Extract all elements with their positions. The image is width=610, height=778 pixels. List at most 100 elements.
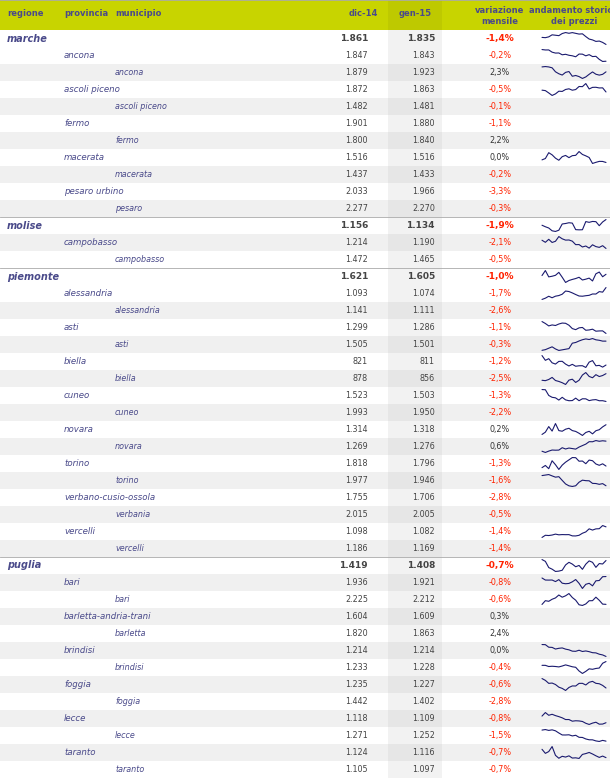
Bar [0,693,610,710]
Bar [0,98,610,115]
Text: -1,4%: -1,4% [486,34,514,43]
Text: 1.516: 1.516 [412,153,435,162]
Bar [0,81,610,98]
Bar [0,523,610,540]
Bar [0,64,610,81]
Text: 1.481: 1.481 [412,102,435,111]
Text: -1,1%: -1,1% [489,119,512,128]
Bar [388,64,442,81]
Bar [388,404,442,421]
Text: novara: novara [115,442,143,451]
Text: -0,7%: -0,7% [486,561,514,570]
Text: 1.318: 1.318 [412,425,435,434]
Bar [0,421,610,438]
Text: -1,4%: -1,4% [489,544,512,553]
Text: foggia: foggia [115,697,140,706]
Text: 1.156: 1.156 [340,221,368,230]
Text: 1.235: 1.235 [345,680,368,689]
Text: verbano-cusio-ossola: verbano-cusio-ossola [64,493,155,502]
Text: ancona: ancona [64,51,96,60]
Bar [388,387,442,404]
Text: 1.800: 1.800 [345,136,368,145]
Bar [388,608,442,625]
Text: bari: bari [64,578,81,587]
Text: -0,6%: -0,6% [489,595,512,604]
Text: 1.276: 1.276 [412,442,435,451]
Text: 1.233: 1.233 [345,663,368,672]
Text: piemonte: piemonte [7,272,59,282]
Bar [388,438,442,455]
Text: 2.212: 2.212 [412,595,435,604]
Text: 0,0%: 0,0% [490,646,510,655]
Text: 856: 856 [420,374,435,383]
Bar [388,302,442,319]
Text: lecce: lecce [64,714,87,723]
Text: 1.116: 1.116 [412,748,435,757]
Text: -0,4%: -0,4% [489,663,512,672]
Text: 1.482: 1.482 [345,102,368,111]
Text: fermo: fermo [64,119,90,128]
Text: 1.134: 1.134 [406,221,435,230]
Text: 821: 821 [353,357,368,366]
Text: 1.442: 1.442 [345,697,368,706]
Text: marche: marche [7,33,48,44]
Text: 0,3%: 0,3% [490,612,510,621]
Bar [0,47,610,64]
Bar [388,642,442,659]
Bar [0,438,610,455]
Bar [0,183,610,200]
Bar [0,676,610,693]
Bar [388,115,442,132]
Text: -1,1%: -1,1% [489,323,512,332]
Bar [0,200,610,217]
Text: asti: asti [115,340,129,349]
Text: -2,1%: -2,1% [489,238,512,247]
Bar [388,268,442,285]
Text: -0,5%: -0,5% [489,510,512,519]
Bar [388,166,442,183]
Bar [0,217,610,234]
Text: -1,7%: -1,7% [489,289,512,298]
Text: 1.124: 1.124 [345,748,368,757]
Text: dic-14: dic-14 [348,9,378,18]
Bar [0,234,610,251]
Text: 1.186: 1.186 [345,544,368,553]
Text: -1,0%: -1,0% [486,272,514,281]
Bar [388,132,442,149]
Text: 0,6%: 0,6% [490,442,510,451]
Bar [388,81,442,98]
Bar [388,200,442,217]
Text: -0,3%: -0,3% [489,340,512,349]
Text: 1.609: 1.609 [412,612,435,621]
Text: gen-15: gen-15 [398,9,431,18]
Text: 1.901: 1.901 [345,119,368,128]
Text: -2,6%: -2,6% [489,306,512,315]
Text: 1.879: 1.879 [345,68,368,77]
Bar [0,0,610,30]
Text: ancona: ancona [115,68,144,77]
Text: -0,1%: -0,1% [489,102,512,111]
Text: 1.269: 1.269 [345,442,368,451]
Text: -2,2%: -2,2% [489,408,512,417]
Bar [388,540,442,557]
Bar [0,115,610,132]
Text: -1,6%: -1,6% [489,476,512,485]
Text: 1.966: 1.966 [412,187,435,196]
Text: 1.252: 1.252 [412,731,435,740]
Text: 1.437: 1.437 [345,170,368,179]
Text: -1,5%: -1,5% [489,731,512,740]
Text: 1.286: 1.286 [412,323,435,332]
Text: pesaro: pesaro [115,204,142,213]
Bar [0,353,610,370]
Text: 1.118: 1.118 [345,714,368,723]
Text: bari: bari [115,595,131,604]
Text: 1.605: 1.605 [407,272,435,281]
Bar [0,149,610,166]
Bar [0,761,610,778]
Text: 1.098: 1.098 [345,527,368,536]
Bar [0,744,610,761]
Bar [0,404,610,421]
Text: 1.872: 1.872 [345,85,368,94]
Bar [388,472,442,489]
Bar [0,710,610,727]
